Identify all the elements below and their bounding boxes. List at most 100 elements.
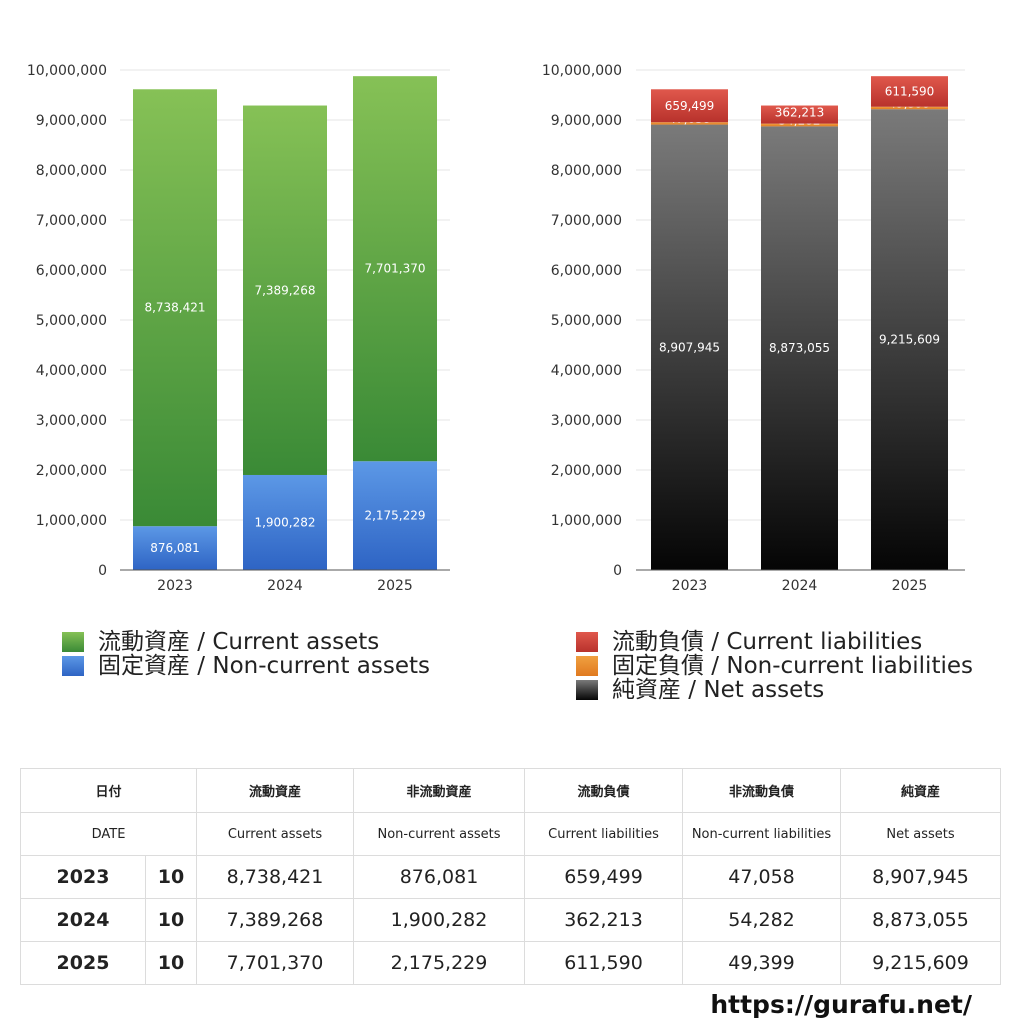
charts-canvas: 0 1,000,000 2,000,000 3,000,000 4,000,000 5,0… [27,63,965,594]
y-tick-label: 4,000,000 [551,363,622,379]
row-year: 2023 [20,855,146,899]
x-tick-label: 2023 [157,578,193,594]
cell-non-current-liabilities: 49,399 [682,941,842,985]
bar-segment [353,461,437,570]
cell-non-current-assets: 876,081 [353,855,526,899]
header-non-current-assets-jp: 非流動資産 [353,768,526,813]
legend-swatch-non-current-liabilities [576,656,598,676]
header-current-liabilities-en: Current liabilities [524,812,684,856]
bar-segment [651,124,728,570]
legend-right: 流動負債 / Current liabilities 固定負債 / Non-cu… [576,630,973,702]
cell-non-current-assets: 1,900,282 [353,898,526,942]
table-row: 2024 10 7,389,268 1,900,282 362,213 54,2… [20,898,1002,942]
y-tick-label: 10,000,000 [542,63,622,79]
legend-swatch-non-current-assets [62,656,84,676]
cell-net-assets: 8,907,945 [840,855,1002,899]
data-label: 362,213 [775,106,825,120]
data-table: 日付 流動資産 非流動資産 流動負債 非流動負債 純資産 DATE Curren… [19,768,1002,985]
y-tick-label: 5,000,000 [36,313,107,329]
y-tick-label: 8,000,000 [36,163,107,179]
cell-net-assets: 9,215,609 [840,941,1002,985]
y-tick-label: 1,000,000 [551,513,622,529]
legend-label: 純資産 / Net assets [612,677,825,703]
left-chart-assets: 0 1,000,000 2,000,000 3,000,000 4,000,000 5,0… [27,63,450,594]
cell-non-current-assets: 2,175,229 [353,941,526,985]
data-label: 9,215,609 [879,333,940,347]
bar-segment [651,89,728,123]
legend-item-current-liabilities: 流動負債 / Current liabilities [576,630,973,654]
data-label: 659,499 [665,99,715,113]
footer-url[interactable]: https://gurafu.net/ [710,990,972,1019]
header-non-current-assets-en: Non-current assets [353,812,526,856]
bar-segment [761,126,838,570]
cell-non-current-liabilities: 47,058 [682,855,842,899]
right-chart-liabilities: 0 1,000,000 2,000,000 3,000,000 4,000,000 5,0… [542,63,965,594]
data-label: 8,873,055 [769,341,830,355]
row-year: 2025 [20,941,146,985]
cell-current-liabilities: 659,499 [524,855,684,899]
header-net-assets-en: Net assets [840,812,1002,856]
data-label: 1,900,282 [254,515,315,529]
table-row: 2025 10 7,701,370 2,175,229 611,590 49,3… [20,941,1002,985]
data-label: 8,738,421 [144,301,205,315]
bar-segment [761,123,838,127]
bar-segment [133,526,217,570]
legend-swatch-current-liabilities [576,632,598,652]
y-tick-label: 9,000,000 [36,113,107,129]
header-non-current-liabilities-jp: 非流動負債 [682,768,842,813]
y-tick-label: 0 [613,563,622,579]
cell-current-assets: 7,701,370 [196,941,355,985]
legend-swatch-net-assets [576,680,598,700]
bar-segment [243,474,327,570]
y-tick-label: 2,000,000 [551,463,622,479]
legend-label: 固定資産 / Non-current assets [98,653,431,679]
legend-item-non-current-assets: 固定資産 / Non-current assets [62,654,430,678]
header-current-assets-jp: 流動資産 [196,768,355,813]
data-label: 8,907,945 [659,340,720,354]
bar-segment [133,89,217,527]
y-tick-label: 6,000,000 [551,263,622,279]
bar-segment [243,105,327,475]
y-tick-label: 7,000,000 [36,213,107,229]
x-tick-label: 2025 [377,578,413,594]
data-label: 2,175,229 [364,509,425,523]
bar-segment [353,76,437,462]
bar-segment [761,105,838,124]
data-label: 7,389,268 [254,283,315,297]
x-tick-label: 2025 [892,578,928,594]
legend-left: 流動資産 / Current assets 固定資産 / Non-current… [62,630,430,678]
y-tick-label: 0 [98,563,107,579]
y-tick-label: 10,000,000 [27,63,107,79]
x-tick-label: 2024 [267,578,303,594]
cell-net-assets: 8,873,055 [840,898,1002,942]
y-tick-label: 5,000,000 [551,313,622,329]
legend-label: 流動資産 / Current assets [98,629,380,655]
legend-item-net-assets: 純資産 / Net assets [576,678,973,702]
header-current-liabilities-jp: 流動負債 [524,768,684,813]
row-month: 10 [144,898,198,942]
y-tick-label: 8,000,000 [551,163,622,179]
y-tick-label: 7,000,000 [551,213,622,229]
bar-segment [871,76,948,107]
data-label: 7,701,370 [364,262,425,276]
header-net-assets-jp: 純資産 [840,768,1002,813]
x-tick-label: 2024 [782,578,818,594]
bar-segment [871,106,948,110]
legend-item-non-current-liabilities: 固定負債 / Non-current liabilities [576,654,973,678]
y-tick-label: 9,000,000 [551,113,622,129]
legend-label: 固定負債 / Non-current liabilities [612,653,973,679]
header-date-jp: 日付 [19,768,198,813]
cell-current-assets: 8,738,421 [196,855,355,899]
data-label: 876,081 [150,541,200,555]
cell-current-liabilities: 611,590 [524,941,684,985]
data-label: 611,590 [885,84,935,98]
row-month: 10 [144,941,198,985]
y-tick-label: 3,000,000 [36,413,107,429]
table-row: 2023 10 8,738,421 876,081 659,499 47,058… [20,855,1002,899]
header-date-en: DATE [19,812,198,856]
table-header-row-en: DATE Current assets Non-current assets C… [19,812,1002,856]
row-month: 10 [144,855,198,899]
cell-current-liabilities: 362,213 [524,898,684,942]
y-tick-label: 1,000,000 [36,513,107,529]
y-tick-label: 6,000,000 [36,263,107,279]
